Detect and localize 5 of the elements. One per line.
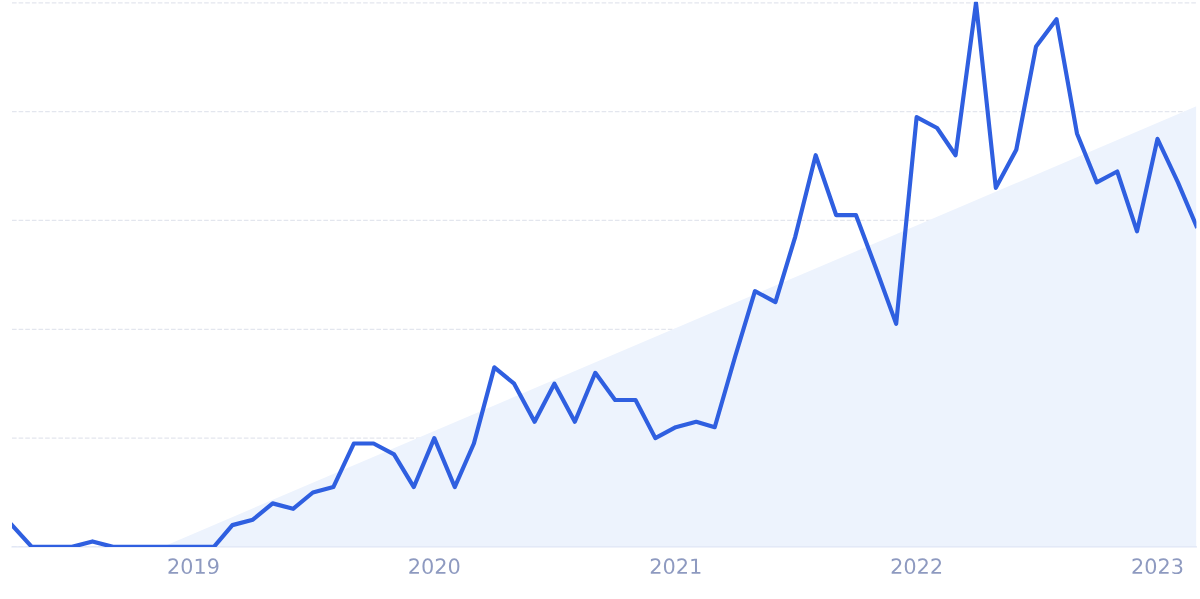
- x-tick-label: 2019: [168, 558, 219, 575]
- x-tick-label: 2023: [1132, 558, 1183, 575]
- x-tick-label: 2021: [650, 558, 701, 575]
- x-tick-label: 2022: [891, 558, 942, 575]
- x-tick-label: 2020: [409, 558, 460, 575]
